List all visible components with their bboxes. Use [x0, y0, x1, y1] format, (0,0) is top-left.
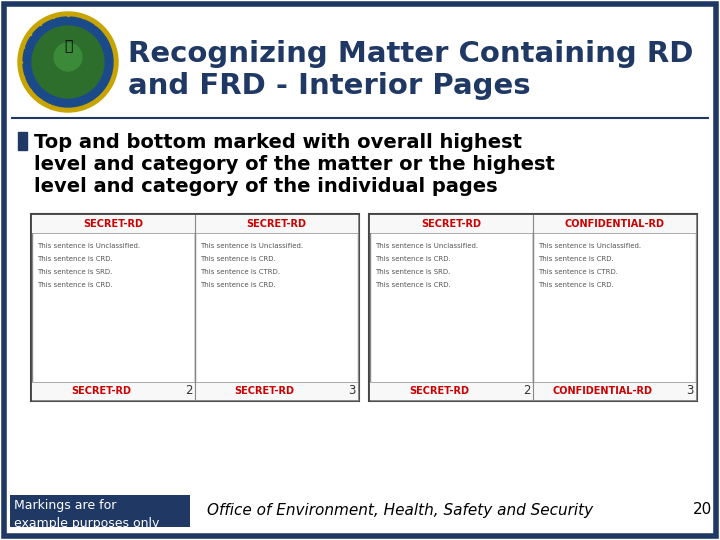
Bar [370, 382, 533, 400]
Text: 🦅: 🦅 [64, 39, 72, 53]
Text: This sentence is CRD.: This sentence is CRD. [37, 282, 113, 288]
Bar [195, 382, 358, 400]
Text: This sentence is Unclassified.: This sentence is Unclassified. [538, 243, 641, 249]
Text: This sentence is CTRD.: This sentence is CTRD. [538, 269, 618, 275]
Text: 2: 2 [523, 384, 531, 397]
Circle shape [18, 12, 118, 112]
Text: Office of Environment, Health, Safety and Security: Office of Environment, Health, Safety an… [207, 503, 593, 517]
Text: SECRET-RD: SECRET-RD [71, 386, 132, 396]
Circle shape [54, 43, 82, 71]
Bar [370, 215, 533, 400]
Text: This sentence is Unclassified.: This sentence is Unclassified. [37, 243, 140, 249]
Text: This sentence is CTRD.: This sentence is CTRD. [200, 269, 280, 275]
Text: 3: 3 [686, 384, 693, 397]
Text: CONFIDENTIAL-RD: CONFIDENTIAL-RD [564, 219, 665, 229]
Bar [533, 215, 696, 233]
Bar [32, 215, 195, 400]
Text: Top and bottom marked with overall highest: Top and bottom marked with overall highe… [34, 133, 522, 152]
Text: This sentence is SRD.: This sentence is SRD. [375, 269, 451, 275]
Text: SECRET-RD: SECRET-RD [410, 386, 469, 396]
Bar [533, 382, 696, 400]
Text: CONFIDENTIAL-RD: CONFIDENTIAL-RD [552, 386, 652, 396]
Bar [10, 495, 190, 527]
Bar [32, 215, 195, 233]
Text: This sentence is CRD.: This sentence is CRD. [200, 256, 276, 262]
Text: Recognizing Matter Containing RD: Recognizing Matter Containing RD [128, 40, 693, 68]
Bar [18, 132, 27, 150]
Bar [369, 214, 697, 401]
Text: SECRET-RD: SECRET-RD [235, 386, 294, 396]
Text: 2: 2 [185, 384, 193, 397]
Text: SECRET-RD: SECRET-RD [84, 219, 143, 229]
Text: This sentence is Unclassified.: This sentence is Unclassified. [200, 243, 303, 249]
Text: This sentence is CRD.: This sentence is CRD. [375, 256, 451, 262]
Text: SECRET-RD: SECRET-RD [246, 219, 307, 229]
Text: Markings are for
example purposes only: Markings are for example purposes only [14, 499, 159, 530]
Text: and FRD - Interior Pages: and FRD - Interior Pages [128, 72, 531, 100]
Bar [31, 214, 359, 401]
Text: 3: 3 [348, 384, 356, 397]
Circle shape [23, 17, 113, 107]
Text: This sentence is CRD.: This sentence is CRD. [538, 256, 613, 262]
Text: SECRET-RD: SECRET-RD [421, 219, 482, 229]
Text: This sentence is CRD.: This sentence is CRD. [375, 282, 451, 288]
Bar [32, 382, 195, 400]
Bar [195, 215, 358, 400]
Bar [370, 215, 533, 233]
Bar [195, 215, 358, 233]
Text: level and category of the matter or the highest: level and category of the matter or the … [34, 155, 555, 174]
Bar [533, 215, 696, 400]
Text: This sentence is CRD.: This sentence is CRD. [200, 282, 276, 288]
Text: This sentence is CRD.: This sentence is CRD. [37, 256, 113, 262]
Text: 20: 20 [693, 503, 711, 517]
Circle shape [32, 26, 104, 98]
Text: level and category of the individual pages: level and category of the individual pag… [34, 177, 498, 196]
Text: This sentence is Unclassified.: This sentence is Unclassified. [375, 243, 478, 249]
Text: This sentence is SRD.: This sentence is SRD. [37, 269, 112, 275]
Text: This sentence is CRD.: This sentence is CRD. [538, 282, 613, 288]
